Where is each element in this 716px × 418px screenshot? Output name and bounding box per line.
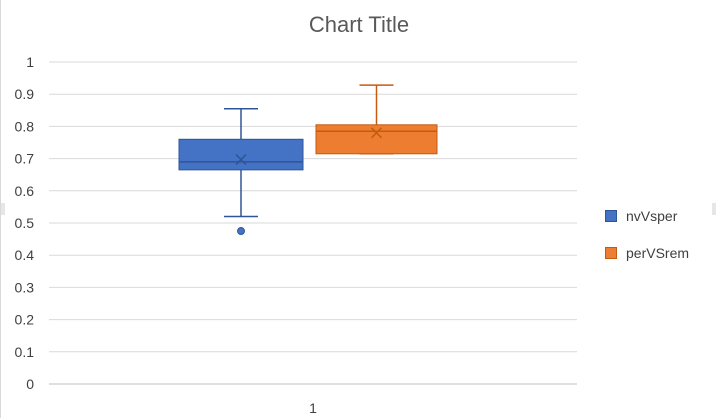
y-tick-label: 0.8 <box>15 118 35 134</box>
mean-marker-nvvsper <box>235 154 247 166</box>
y-tick-label: 0.6 <box>15 183 35 199</box>
legend-item-nvvsper[interactable]: nvVsper <box>605 207 689 225</box>
legend-label-pervsrem: perVSrem <box>626 245 690 261</box>
y-tick-label: 0.5 <box>15 215 35 231</box>
outlier-point-nvvsper <box>237 227 245 236</box>
resize-handle-left[interactable] <box>1 203 5 215</box>
box-pervsrem <box>315 124 438 155</box>
y-tick-label: 1 <box>26 54 34 70</box>
y-tick-label: 0.1 <box>15 344 35 360</box>
resize-handle-right[interactable] <box>712 203 716 215</box>
x-tick-label: 1 <box>309 400 317 416</box>
y-tick-label: 0.7 <box>15 151 35 167</box>
y-tick-label: 0.3 <box>15 279 35 295</box>
chart-title[interactable]: Chart Title <box>308 12 410 37</box>
legend-label-nvvsper: nvVsper <box>626 208 678 224</box>
box-nvvsper <box>178 138 304 171</box>
legend-item-pervsrem[interactable]: perVSrem <box>605 244 689 262</box>
y-tick-label: 0.9 <box>15 86 35 102</box>
mean-marker-pervsrem <box>370 127 383 139</box>
y-tick-label: 0 <box>26 376 34 392</box>
y-tick-label: 0.2 <box>15 312 35 328</box>
y-tick-label: 0.4 <box>15 247 35 263</box>
legend-swatch-pervsrem <box>605 247 617 259</box>
legend-swatch-nvvsper <box>605 210 617 222</box>
legend[interactable]: nvVsper perVSrem <box>605 207 689 281</box>
